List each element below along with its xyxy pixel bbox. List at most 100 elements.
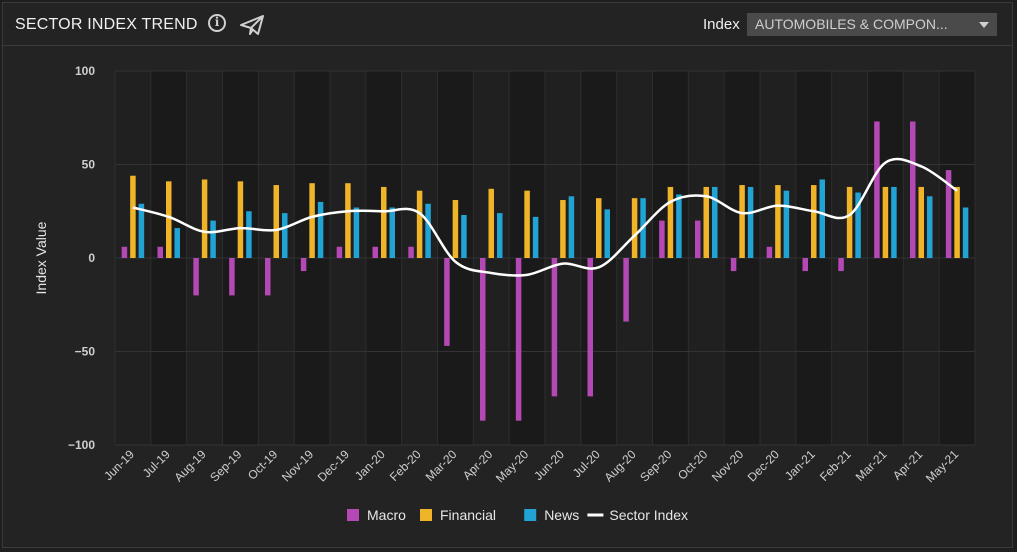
bar-financial bbox=[488, 188, 494, 258]
bar-financial bbox=[201, 179, 208, 258]
bar-news bbox=[855, 192, 861, 258]
bar-financial bbox=[130, 175, 136, 258]
bar-financial bbox=[954, 186, 960, 258]
bar-financial bbox=[560, 200, 566, 258]
x-tick-label: May-21 bbox=[923, 447, 961, 485]
bar-macro bbox=[587, 258, 593, 397]
bar-financial bbox=[775, 185, 781, 258]
index-select[interactable]: AUTOMOBILES & COMPON... bbox=[747, 13, 997, 36]
bar-news bbox=[282, 213, 288, 258]
x-tick-label: Feb-20 bbox=[387, 447, 424, 484]
bar-news bbox=[138, 203, 145, 258]
y-axis-label: Index Value bbox=[33, 221, 49, 294]
x-tick-label: Jul-20 bbox=[570, 447, 603, 480]
x-tick-label: Jun-19 bbox=[101, 447, 137, 483]
bar-financial bbox=[309, 183, 315, 258]
x-tick-label: Aug-20 bbox=[601, 447, 638, 484]
legend-swatch bbox=[524, 509, 537, 521]
x-tick-label: Apr-20 bbox=[460, 447, 496, 483]
bar-news bbox=[568, 196, 575, 258]
bar-financial bbox=[811, 185, 817, 258]
bar-financial bbox=[846, 186, 853, 258]
bar-financial bbox=[524, 190, 530, 258]
x-tick-label: Dec-20 bbox=[745, 447, 782, 484]
bar-macro bbox=[229, 258, 235, 296]
bar-macro bbox=[444, 258, 450, 346]
y-tick-label: −50 bbox=[75, 345, 96, 359]
y-tick-label: −100 bbox=[68, 438, 95, 452]
bar-financial bbox=[273, 185, 279, 258]
bar-financial bbox=[345, 183, 351, 258]
bar-macro bbox=[874, 121, 880, 259]
x-tick-label: Sep-20 bbox=[637, 447, 674, 484]
bar-news bbox=[246, 211, 252, 258]
bar-news bbox=[425, 203, 431, 258]
x-tick-label: Jan-21 bbox=[782, 447, 818, 483]
index-select-value: AUTOMOBILES & COMPON... bbox=[755, 16, 948, 32]
x-tick-label: Apr-21 bbox=[890, 447, 926, 483]
chevron-down-icon[interactable] bbox=[979, 22, 989, 28]
legend-label: News bbox=[544, 507, 579, 523]
panel-title: SECTOR INDEX TREND bbox=[15, 16, 198, 33]
y-tick-label: 0 bbox=[88, 251, 95, 265]
bar-news bbox=[461, 214, 467, 258]
bar-macro bbox=[695, 220, 701, 258]
x-tick-label: Jan-20 bbox=[352, 447, 388, 483]
bar-news bbox=[532, 216, 539, 258]
bar-macro bbox=[730, 258, 737, 272]
x-tick-label: Sep-19 bbox=[207, 447, 244, 484]
bar-news bbox=[783, 190, 790, 258]
x-tick-label: Mar-21 bbox=[853, 447, 890, 484]
bar-financial bbox=[703, 186, 709, 258]
x-tick-label: Feb-21 bbox=[817, 447, 854, 484]
bar-macro bbox=[336, 246, 343, 258]
bar-macro bbox=[372, 246, 378, 258]
x-tick-label: Nov-19 bbox=[279, 447, 316, 484]
bar-macro bbox=[910, 121, 916, 259]
legend-label: Sector Index bbox=[609, 507, 688, 523]
sector-index-line bbox=[132, 157, 958, 277]
bar-news bbox=[747, 186, 754, 258]
send-icon[interactable] bbox=[240, 14, 264, 36]
index-label: Index bbox=[703, 16, 740, 33]
bar-macro bbox=[802, 258, 808, 272]
bar-news bbox=[962, 207, 969, 258]
bar-macro bbox=[838, 258, 844, 272]
bar-macro bbox=[480, 258, 486, 421]
bar-news bbox=[927, 196, 933, 258]
bar-news bbox=[389, 207, 395, 258]
bar-macro bbox=[193, 258, 199, 296]
bar-news bbox=[891, 186, 897, 258]
legend-item-sector-index: Sector Index bbox=[587, 507, 688, 523]
bar-macro bbox=[766, 246, 773, 258]
bar-news bbox=[317, 201, 324, 258]
legend-item-macro: Macro bbox=[347, 507, 406, 523]
bar-news bbox=[604, 209, 610, 258]
bar-news bbox=[353, 207, 360, 258]
info-icon[interactable]: i bbox=[208, 14, 226, 32]
bar-macro bbox=[551, 258, 558, 397]
bar-news bbox=[819, 179, 825, 258]
bar-macro bbox=[515, 258, 522, 421]
bar-news bbox=[174, 228, 180, 258]
bar-financial bbox=[631, 198, 638, 258]
legend-item-financial: Financial bbox=[420, 507, 496, 523]
panel-header: SECTOR INDEX TREND i Index AUTOMOBILES &… bbox=[3, 3, 1012, 46]
bar-macro bbox=[300, 258, 307, 272]
bar-financial bbox=[596, 198, 602, 258]
x-tick-label: Nov-20 bbox=[709, 447, 746, 484]
bar-financial bbox=[416, 190, 423, 258]
legend-swatch bbox=[420, 509, 432, 521]
bar-macro bbox=[265, 258, 271, 296]
bar-financial bbox=[918, 186, 924, 258]
bar-financial bbox=[381, 186, 387, 258]
x-tick-label: Jul-19 bbox=[140, 447, 173, 480]
x-tick-label: May-20 bbox=[493, 447, 531, 485]
legend-swatch bbox=[347, 509, 359, 521]
bar-macro bbox=[623, 258, 629, 322]
bar-financial bbox=[166, 181, 172, 258]
x-tick-label: Oct-19 bbox=[245, 447, 281, 483]
x-tick-label: Aug-19 bbox=[171, 447, 208, 484]
legend-label: Financial bbox=[440, 507, 496, 523]
bar-news bbox=[676, 194, 682, 258]
